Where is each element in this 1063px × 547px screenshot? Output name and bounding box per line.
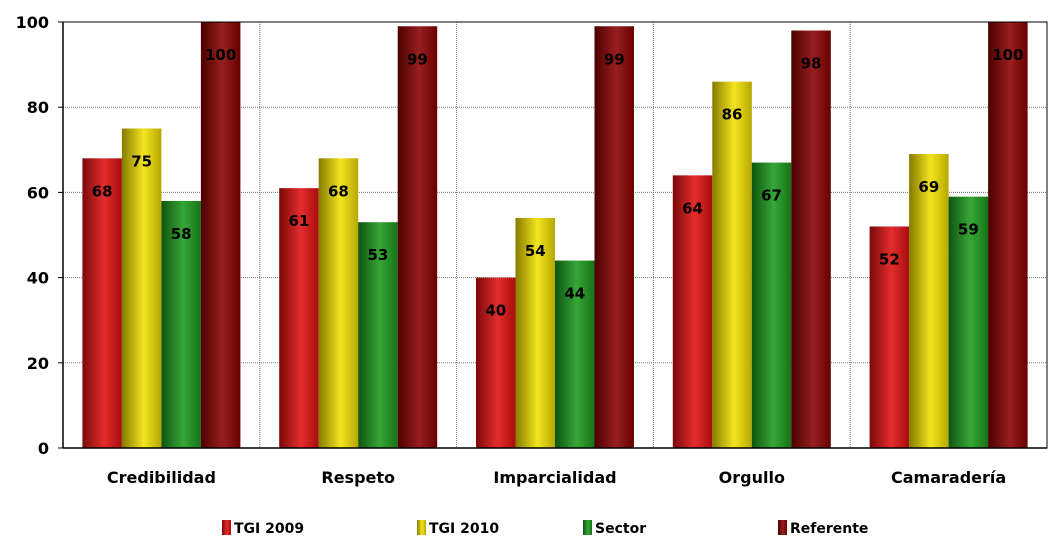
y-tick-label: 0 bbox=[38, 439, 49, 458]
data-label-orgullo-sector: 67 bbox=[761, 187, 782, 205]
y-tick-label: 60 bbox=[27, 183, 49, 202]
bar-orgullo-sector bbox=[751, 162, 792, 448]
bar-camaraderia-referente bbox=[988, 22, 1028, 448]
bar-respeto-tgi-2010 bbox=[318, 158, 359, 448]
data-label-respeto-tgi-2009: 61 bbox=[289, 212, 310, 230]
data-label-respeto-tgi-2010: 68 bbox=[328, 182, 349, 200]
y-tick-label: 100 bbox=[16, 13, 49, 32]
data-label-credibilidad-tgi-2009: 68 bbox=[92, 182, 113, 200]
legend-swatch-sector bbox=[583, 520, 592, 535]
bar-camaraderia-tgi-2010 bbox=[909, 154, 949, 448]
bar-imparcialidad-referente bbox=[594, 26, 634, 448]
legend-label-tgi-2009: TGI 2009 bbox=[234, 521, 304, 537]
y-tick-label: 80 bbox=[27, 98, 49, 117]
data-label-credibilidad-referente: 100 bbox=[205, 46, 236, 64]
bar-respeto-sector bbox=[358, 222, 398, 448]
y-tick-label: 40 bbox=[27, 269, 49, 288]
bar-credibilidad-sector bbox=[161, 200, 201, 448]
bar-camaraderia-tgi-2009 bbox=[869, 226, 910, 448]
bar-credibilidad-tgi-2009 bbox=[82, 158, 122, 448]
data-label-orgullo-tgi-2010: 86 bbox=[722, 106, 743, 124]
x-category-label: Orgullo bbox=[719, 468, 785, 487]
legend-swatch-tgi-2010 bbox=[417, 520, 426, 535]
bars bbox=[82, 22, 1028, 449]
data-label-camaraderia-tgi-2009: 52 bbox=[879, 250, 900, 268]
y-tick-label: 20 bbox=[27, 354, 49, 373]
legend-label-sector: Sector bbox=[595, 521, 646, 537]
x-category-label: Respeto bbox=[321, 468, 395, 487]
bar-credibilidad-referente bbox=[200, 22, 241, 448]
data-label-camaraderia-tgi-2010: 69 bbox=[918, 178, 939, 196]
x-category-label: Camaradería bbox=[891, 468, 1006, 487]
bar-orgullo-tgi-2010 bbox=[712, 81, 752, 448]
bar-camaraderia-sector bbox=[948, 196, 989, 448]
data-labels: 68 75 58 100 61 68 53 99 40 54 44 99 64 86 67 98 52 69 59 1… bbox=[92, 46, 1024, 320]
data-label-imparcialidad-sector: 44 bbox=[564, 285, 585, 303]
x-category-label: Imparcialidad bbox=[493, 468, 616, 487]
legend-label-referente: Referente bbox=[790, 521, 868, 537]
data-label-camaraderia-referente: 100 bbox=[992, 46, 1023, 64]
legend-label-tgi-2010: TGI 2010 bbox=[429, 521, 499, 537]
data-label-imparcialidad-tgi-2010: 54 bbox=[525, 242, 546, 260]
axes: 0 20 40 60 80 100 Credibilidad Respeto Imparcial… bbox=[16, 13, 1048, 487]
bar-imparcialidad-sector bbox=[555, 260, 595, 448]
legend: TGI 2009 TGI 2010 Sector Referente bbox=[222, 520, 868, 537]
bar-respeto-tgi-2009 bbox=[279, 188, 319, 448]
bar-orgullo-referente bbox=[791, 30, 831, 449]
legend-swatch-tgi-2009 bbox=[222, 520, 231, 535]
bar-imparcialidad-tgi-2009 bbox=[476, 277, 516, 448]
data-label-credibilidad-sector: 58 bbox=[171, 225, 192, 243]
data-label-respeto-referente: 99 bbox=[407, 50, 428, 68]
bar-orgullo-tgi-2009 bbox=[672, 175, 713, 449]
bar-credibilidad-tgi-2010 bbox=[121, 128, 162, 448]
bar-respeto-referente bbox=[397, 26, 438, 448]
data-label-imparcialidad-tgi-2009: 40 bbox=[485, 302, 506, 320]
data-label-respeto-sector: 53 bbox=[368, 246, 389, 264]
data-label-credibilidad-tgi-2010: 75 bbox=[131, 153, 152, 171]
x-category-label: Credibilidad bbox=[107, 468, 216, 487]
data-label-imparcialidad-referente: 99 bbox=[604, 50, 625, 68]
data-label-camaraderia-sector: 59 bbox=[958, 221, 979, 239]
data-label-orgullo-referente: 98 bbox=[801, 55, 822, 73]
data-label-orgullo-tgi-2009: 64 bbox=[682, 199, 703, 217]
bar-imparcialidad-tgi-2010 bbox=[515, 217, 555, 448]
legend-swatch-referente bbox=[778, 520, 787, 535]
